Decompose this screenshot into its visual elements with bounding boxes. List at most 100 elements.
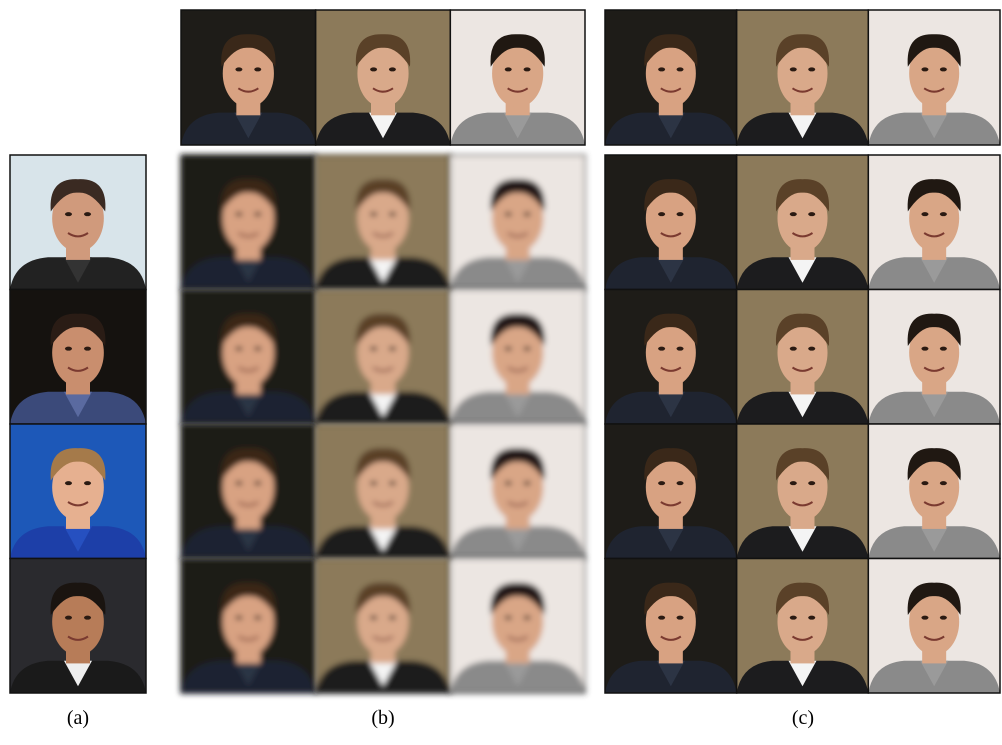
face-image (605, 424, 737, 559)
panel-label: (c) (792, 707, 814, 729)
eye (505, 347, 512, 351)
face-image (450, 559, 585, 694)
eye (389, 67, 396, 71)
eye (65, 616, 72, 620)
face-image (605, 290, 737, 425)
face-image (605, 559, 737, 694)
eye (389, 347, 396, 351)
face-image (605, 10, 737, 145)
face-content (737, 290, 869, 425)
eye (370, 481, 377, 485)
eye (940, 212, 947, 216)
face-image (181, 559, 316, 694)
face-content (868, 155, 1000, 290)
face-image (450, 155, 585, 290)
eye (677, 347, 684, 351)
face-content (316, 290, 451, 425)
eye (790, 347, 797, 351)
eye (677, 67, 684, 71)
face-content (181, 10, 316, 145)
eye (370, 616, 377, 620)
eye (65, 481, 72, 485)
face-image (10, 290, 146, 425)
eye (677, 212, 684, 216)
face-content (181, 290, 316, 425)
face-content (737, 10, 869, 145)
panel-label: (b) (371, 707, 394, 729)
face-image (10, 559, 146, 694)
face-image (868, 10, 1000, 145)
eye (84, 616, 91, 620)
eye (658, 481, 665, 485)
face-image (737, 10, 869, 145)
face-content (605, 10, 737, 145)
face-image (868, 424, 1000, 559)
eye (254, 481, 261, 485)
eye (677, 616, 684, 620)
face-content (450, 290, 585, 425)
eye (940, 616, 947, 620)
eye (921, 347, 928, 351)
face-content (868, 290, 1000, 425)
eye (370, 67, 377, 71)
eye (389, 481, 396, 485)
face-image (316, 559, 451, 694)
face-content (316, 559, 451, 694)
face-content (868, 559, 1000, 694)
face-content (737, 424, 869, 559)
face-content (868, 424, 1000, 559)
eye (940, 347, 947, 351)
face-content (868, 10, 1000, 145)
face-image (868, 290, 1000, 425)
face-content (316, 10, 451, 145)
face-image (316, 10, 451, 145)
face-content (10, 559, 146, 694)
face-image (316, 290, 451, 425)
eye (940, 481, 947, 485)
eye (921, 616, 928, 620)
eye (65, 347, 72, 351)
eye (235, 212, 242, 216)
eye (254, 616, 261, 620)
eye (84, 212, 91, 216)
eye (389, 616, 396, 620)
eye (235, 616, 242, 620)
image-grid (10, 10, 1000, 693)
figure: (a) (b) (c) (0, 0, 1002, 740)
eye (790, 67, 797, 71)
eye (235, 67, 242, 71)
eye (790, 481, 797, 485)
eye (505, 616, 512, 620)
eye (808, 212, 815, 216)
face-image (10, 155, 146, 290)
face-content (10, 290, 146, 425)
eye (505, 481, 512, 485)
face-image (868, 155, 1000, 290)
eye (808, 481, 815, 485)
face-image (737, 155, 869, 290)
face-image (181, 290, 316, 425)
face-content (181, 559, 316, 694)
eye (921, 481, 928, 485)
face-content (450, 10, 585, 145)
eye (790, 616, 797, 620)
eye (235, 347, 242, 351)
eye (524, 212, 531, 216)
face-content (450, 559, 585, 694)
face-content (450, 424, 585, 559)
eye (254, 347, 261, 351)
face-content (605, 290, 737, 425)
face-image (316, 155, 451, 290)
eye (808, 347, 815, 351)
face-content (10, 155, 146, 290)
eye (370, 347, 377, 351)
eye (235, 481, 242, 485)
panel-label: (a) (67, 707, 89, 729)
eye (790, 212, 797, 216)
eye (921, 67, 928, 71)
face-image (737, 290, 869, 425)
face-image (181, 10, 316, 145)
face-content (316, 155, 451, 290)
eye (370, 212, 377, 216)
face-image (868, 559, 1000, 694)
